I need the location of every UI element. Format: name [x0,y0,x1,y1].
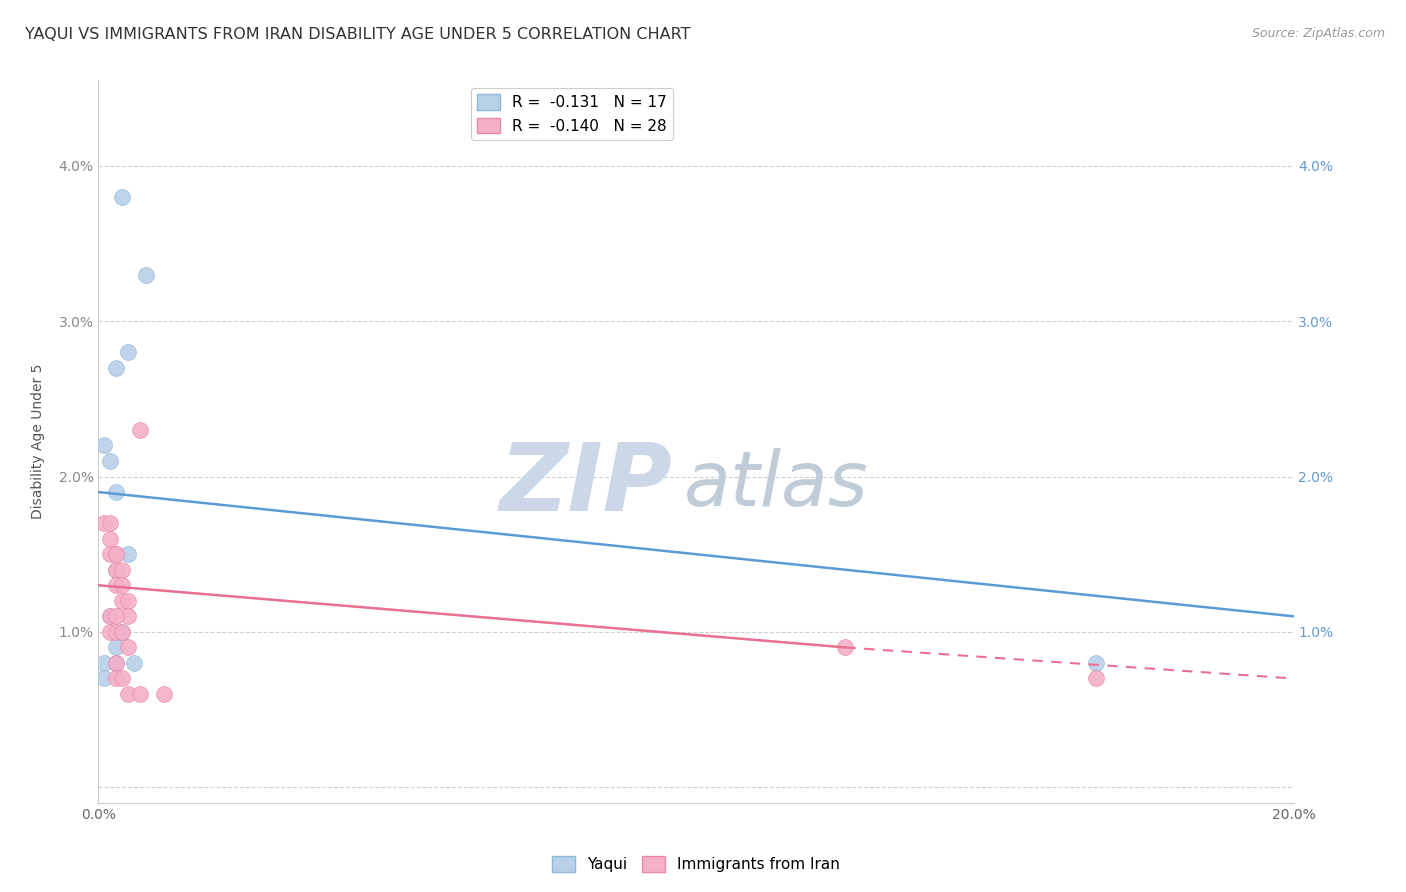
Point [105,656,128,670]
Point [105,672,128,686]
Text: ZIP: ZIP [499,439,672,531]
Point [111,672,134,686]
Text: atlas: atlas [685,448,869,522]
Point [105,609,128,624]
Point [1085,672,1108,686]
Point [129,687,152,701]
Point [105,547,128,561]
Point [153,687,176,701]
Point [135,268,157,282]
Point [98,532,122,546]
Point [105,640,128,655]
Point [117,547,139,561]
Point [93,656,115,670]
Legend: Yaqui, Immigrants from Iran: Yaqui, Immigrants from Iran [546,850,846,879]
Point [117,594,139,608]
Point [117,609,139,624]
Point [93,438,115,452]
Point [98,624,122,639]
Point [111,190,134,204]
Point [98,547,122,561]
Point [1085,656,1108,670]
Point [117,687,139,701]
Point [105,485,128,500]
Point [111,594,134,608]
Point [111,578,134,592]
Point [98,516,122,530]
Point [105,656,128,670]
Point [105,563,128,577]
Text: Source: ZipAtlas.com: Source: ZipAtlas.com [1251,27,1385,40]
Point [129,423,152,437]
Point [111,563,134,577]
Point [105,624,128,639]
Point [105,360,128,375]
Point [834,640,856,655]
Point [93,672,115,686]
Point [117,345,139,359]
Point [105,578,128,592]
Point [124,656,146,670]
Point [111,624,134,639]
Point [98,609,122,624]
Point [98,454,122,468]
Y-axis label: Disability Age Under 5: Disability Age Under 5 [31,364,45,519]
Point [98,609,122,624]
Point [105,547,128,561]
Point [111,624,134,639]
Text: YAQUI VS IMMIGRANTS FROM IRAN DISABILITY AGE UNDER 5 CORRELATION CHART: YAQUI VS IMMIGRANTS FROM IRAN DISABILITY… [25,27,690,42]
Point [105,563,128,577]
Point [117,640,139,655]
Point [93,516,115,530]
